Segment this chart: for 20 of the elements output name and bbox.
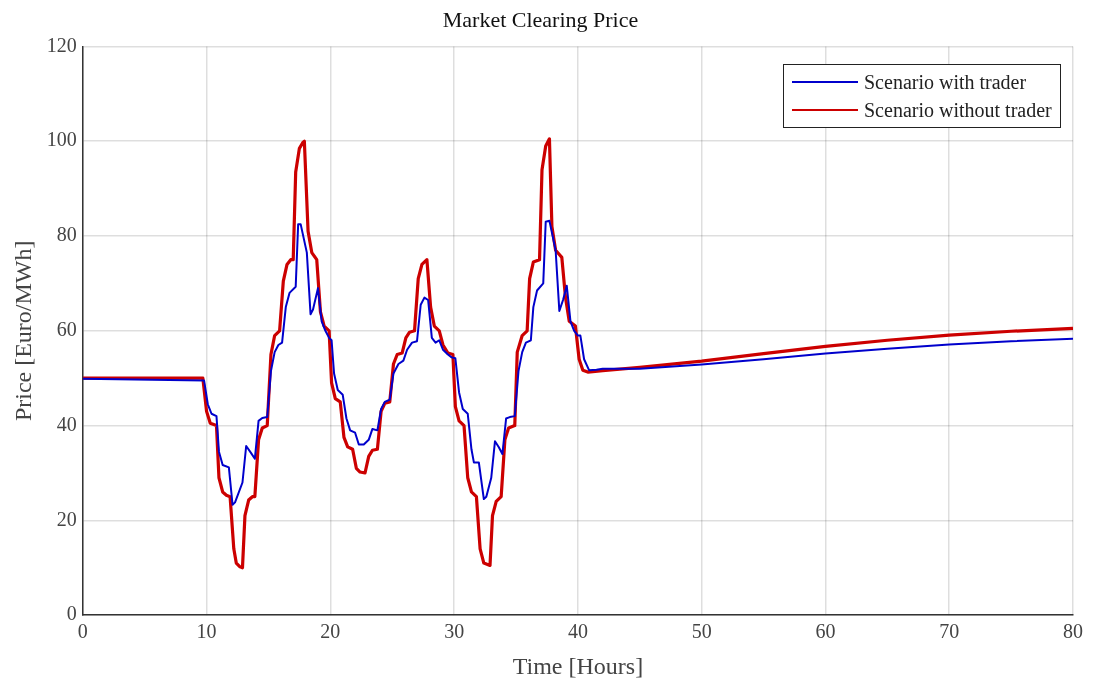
x-tick-label: 40	[567, 620, 588, 643]
y-axis-title: Price [Euro/MWh]	[9, 240, 36, 422]
x-tick-label: 50	[691, 620, 712, 643]
x-tick-label: 20	[320, 620, 341, 643]
chart-title: Market Clearing Price	[442, 6, 639, 32]
y-tick-label: 20	[56, 507, 77, 530]
x-tick-label: 80	[1063, 620, 1083, 643]
y-tick-label: 80	[56, 223, 77, 246]
legend-label: Scenario with trader	[864, 70, 1027, 96]
x-axis-title: Time [Hours]	[512, 652, 644, 679]
x-tick-label: 70	[939, 620, 960, 643]
x-tick-label: 30	[444, 620, 465, 643]
y-tick-label: 100	[46, 128, 77, 151]
x-tick-label: 60	[815, 620, 836, 643]
y-tick-label: 40	[56, 412, 77, 435]
x-tick-label: 10	[196, 620, 217, 643]
legend-label: Scenario without trader	[864, 98, 1052, 124]
y-tick-label: 120	[46, 33, 77, 56]
y-tick-label: 60	[56, 318, 77, 341]
y-tick-label: 0	[66, 602, 77, 625]
